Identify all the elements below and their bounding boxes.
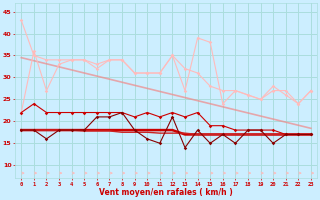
X-axis label: Vent moyen/en rafales ( km/h ): Vent moyen/en rafales ( km/h )	[99, 188, 233, 197]
